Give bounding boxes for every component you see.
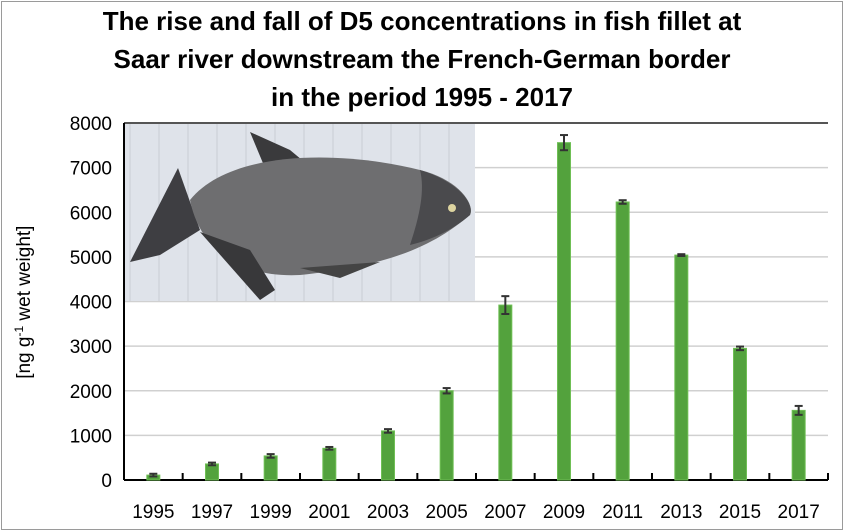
y-tick-label: 7000 [70,159,112,180]
y-tick-label: 3000 [70,337,112,358]
bar-2015 [733,347,747,481]
fish-body [190,157,471,276]
x-tick-label: 1995 [132,502,174,523]
x-tick-label: 2009 [543,502,585,523]
x-tick-label: 2003 [367,502,409,523]
bar-2007 [498,304,513,481]
x-tick-label: 2011 [602,502,643,523]
bar-2001 [322,447,337,481]
title-line-3: in the period 1995 - 2017 [270,82,573,112]
y-tick-label: 5000 [70,248,112,269]
fish-pelvic-fin [300,262,380,278]
x-tick-label: 2007 [484,502,526,523]
bar-2005 [439,390,454,481]
y-tick-label: 1000 [70,426,112,447]
bar-2003 [381,430,395,481]
bar-2017 [791,409,806,481]
y-tick-label: 0 [101,471,112,492]
fish-tail [130,168,200,262]
x-tick-label: 1999 [250,502,292,523]
bar-2009 [557,142,571,481]
x-tick-label: 2005 [426,502,468,523]
y-tick-label: 4000 [70,293,112,314]
bar-2011 [615,201,630,481]
fish-head [410,170,471,245]
bar-1997 [205,463,219,481]
x-tick-label: 2001 [308,502,350,523]
bar-2013 [674,254,689,481]
y-tick-label: 6000 [70,203,112,224]
x-tick-label: 1997 [191,502,233,523]
x-tick-label: 2013 [660,502,702,523]
fish-anal-fin [200,232,275,300]
x-tick-label: 2015 [719,502,761,523]
bar-1999 [263,455,278,481]
chart-title: The rise and fall of D5 concentrations i… [0,2,844,116]
fish-eye [448,204,456,212]
x-tick-label: 2017 [778,502,820,523]
title-line-2: Saar river downstream the French-German … [113,44,731,74]
title-line-1: The rise and fall of D5 concentrations i… [102,6,742,36]
y-tick-label: 2000 [70,382,112,403]
y-tick-label: 8000 [70,114,112,135]
